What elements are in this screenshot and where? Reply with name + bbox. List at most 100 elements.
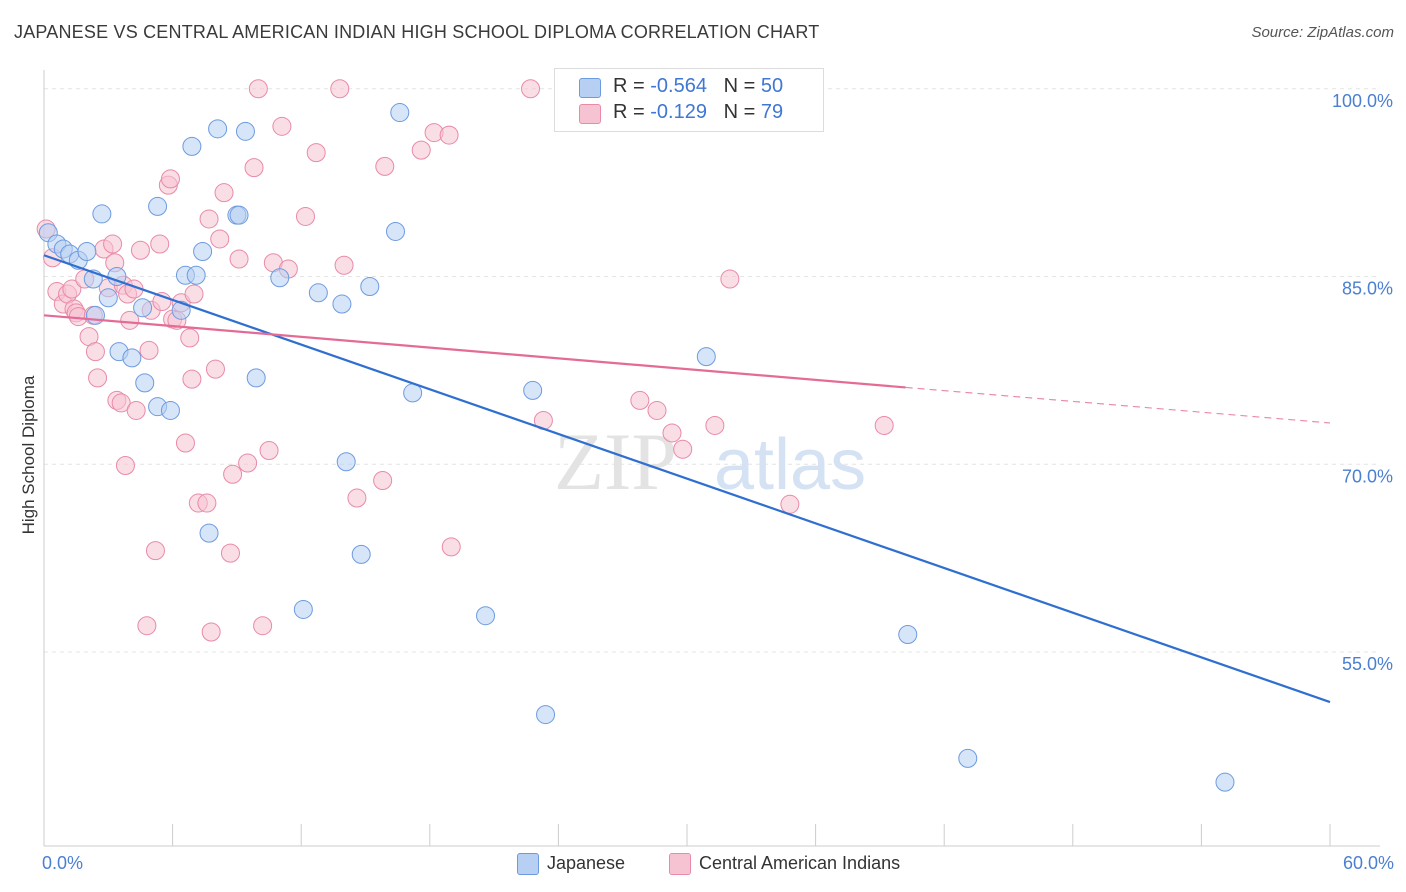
data-point	[62, 279, 82, 299]
data-point	[521, 79, 541, 99]
series-central-american-indians	[36, 79, 894, 642]
data-point	[77, 241, 97, 261]
data-point	[293, 599, 313, 619]
data-point	[193, 241, 213, 261]
data-point	[375, 156, 395, 176]
y-tick-label: 55.0%	[1342, 654, 1393, 674]
data-point	[130, 240, 150, 260]
data-point	[780, 494, 800, 514]
data-point	[98, 288, 118, 308]
data-point	[208, 119, 228, 139]
japanese-legend-swatch	[517, 853, 539, 875]
data-point	[205, 359, 225, 379]
data-point	[308, 283, 328, 303]
data-point	[306, 143, 326, 163]
data-point	[439, 125, 459, 145]
data-point	[199, 523, 219, 543]
data-point	[270, 268, 290, 288]
data-point	[958, 748, 978, 768]
data-point	[673, 439, 693, 459]
x-tick-label: 0.0%	[42, 853, 83, 873]
data-point	[180, 328, 200, 348]
r-label: R =	[613, 75, 651, 97]
data-point	[199, 209, 219, 229]
data-point	[1215, 772, 1235, 792]
data-point	[122, 348, 142, 368]
data-point	[720, 269, 740, 289]
data-point	[411, 140, 431, 160]
n-value-central-american-indians: 79	[760, 101, 784, 123]
central-american-indians-legend-swatch	[669, 853, 691, 875]
data-point	[441, 537, 461, 557]
data-point	[171, 300, 191, 320]
data-point	[390, 103, 410, 123]
data-point	[330, 79, 350, 99]
data-point	[246, 368, 266, 388]
data-point	[295, 206, 315, 226]
data-point	[476, 606, 496, 626]
central-american-indians-swatch	[579, 104, 601, 124]
stats-box: R = -0.564 N = 50 R = -0.129 N = 79	[554, 68, 824, 132]
data-point	[145, 541, 165, 561]
data-point	[133, 298, 153, 318]
data-point	[150, 234, 170, 254]
data-point	[184, 284, 204, 304]
data-point	[103, 234, 123, 254]
n-label: N =	[723, 101, 761, 123]
y-tick-label: 100.0%	[1332, 91, 1393, 111]
data-point	[373, 471, 393, 491]
data-point	[85, 305, 105, 325]
r-value-japanese: -0.564	[650, 75, 707, 97]
chart-title: JAPANESE VS CENTRAL AMERICAN INDIAN HIGH…	[14, 22, 820, 42]
data-point	[214, 183, 234, 203]
watermark-zip: ZIP	[554, 416, 677, 507]
data-point	[92, 204, 112, 224]
data-point	[182, 136, 202, 156]
data-point	[182, 369, 202, 389]
watermark-atlas: atlas	[714, 425, 866, 505]
legend-label-japanese: Japanese	[547, 853, 626, 873]
n-value-japanese: 50	[760, 75, 784, 97]
trend-line-central-american-indians-extension	[905, 386, 1331, 424]
data-point	[201, 622, 221, 642]
data-point	[135, 373, 155, 393]
data-point	[244, 158, 264, 178]
tick-labels: 100.0% 85.0% 70.0% 55.0% 0.0% 60.0%	[42, 91, 1394, 873]
data-point	[186, 265, 206, 285]
data-point	[85, 342, 105, 362]
data-point	[197, 493, 217, 513]
y-tick-label: 85.0%	[1342, 279, 1393, 299]
axes	[43, 70, 1380, 847]
data-point	[347, 488, 367, 508]
data-point	[334, 255, 354, 275]
data-point	[111, 393, 131, 413]
source-credit: Source: ZipAtlas.com	[1251, 24, 1394, 41]
data-point	[223, 464, 243, 484]
data-point	[360, 277, 380, 297]
data-point	[351, 544, 371, 564]
data-point	[160, 400, 180, 420]
data-point	[160, 169, 180, 189]
data-point	[898, 624, 918, 644]
legend: Japanese Central American Indians	[0, 850, 1406, 880]
data-point	[148, 196, 168, 216]
y-tick-label: 70.0%	[1342, 466, 1393, 486]
data-point	[272, 116, 292, 136]
data-point	[705, 415, 725, 435]
watermark: ZIP atlas	[554, 416, 866, 507]
data-point	[229, 249, 249, 269]
data-point	[238, 453, 258, 473]
legend-label-central-american-indians: Central American Indians	[699, 853, 901, 873]
data-point	[115, 456, 135, 476]
data-point	[630, 390, 650, 410]
data-point	[386, 221, 406, 241]
data-point	[235, 121, 255, 141]
x-tick-label: 60.0%	[1343, 853, 1394, 873]
data-point	[88, 368, 108, 388]
data-point	[336, 452, 356, 472]
data-point	[248, 79, 268, 99]
data-point	[662, 423, 682, 443]
trend-line-japanese	[43, 254, 1331, 704]
data-point	[253, 616, 273, 636]
